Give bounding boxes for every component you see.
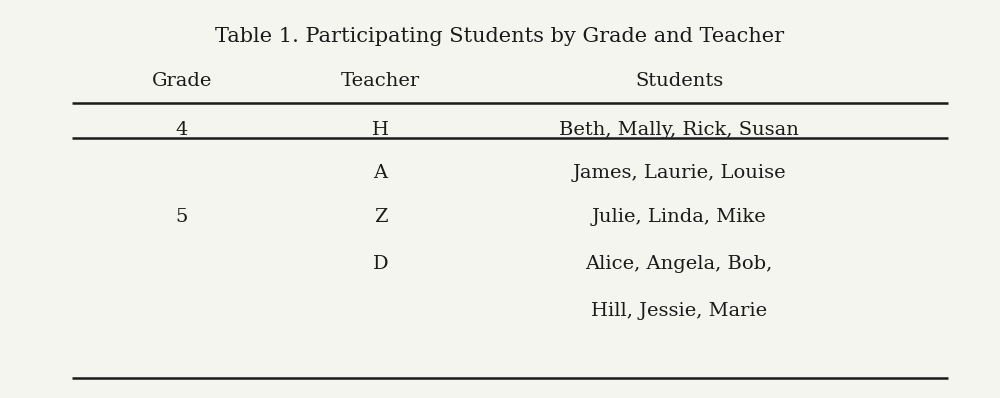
Text: D: D — [373, 255, 388, 273]
Text: 5: 5 — [176, 208, 188, 226]
Text: Z: Z — [374, 208, 387, 226]
Text: James, Laurie, Louise: James, Laurie, Louise — [572, 164, 786, 183]
Text: Alice, Angela, Bob,: Alice, Angela, Bob, — [585, 255, 773, 273]
Text: A: A — [374, 164, 388, 183]
Text: Table 1. Participating Students by Grade and Teacher: Table 1. Participating Students by Grade… — [215, 27, 785, 46]
Text: Julie, Linda, Mike: Julie, Linda, Mike — [592, 208, 766, 226]
Text: Beth, Mally, Rick, Susan: Beth, Mally, Rick, Susan — [559, 121, 799, 139]
Text: Teacher: Teacher — [341, 72, 420, 90]
Text: H: H — [372, 121, 389, 139]
Text: Hill, Jessie, Marie: Hill, Jessie, Marie — [591, 302, 767, 320]
Text: Grade: Grade — [152, 72, 212, 90]
Text: 4: 4 — [176, 121, 188, 139]
Text: Students: Students — [635, 72, 723, 90]
